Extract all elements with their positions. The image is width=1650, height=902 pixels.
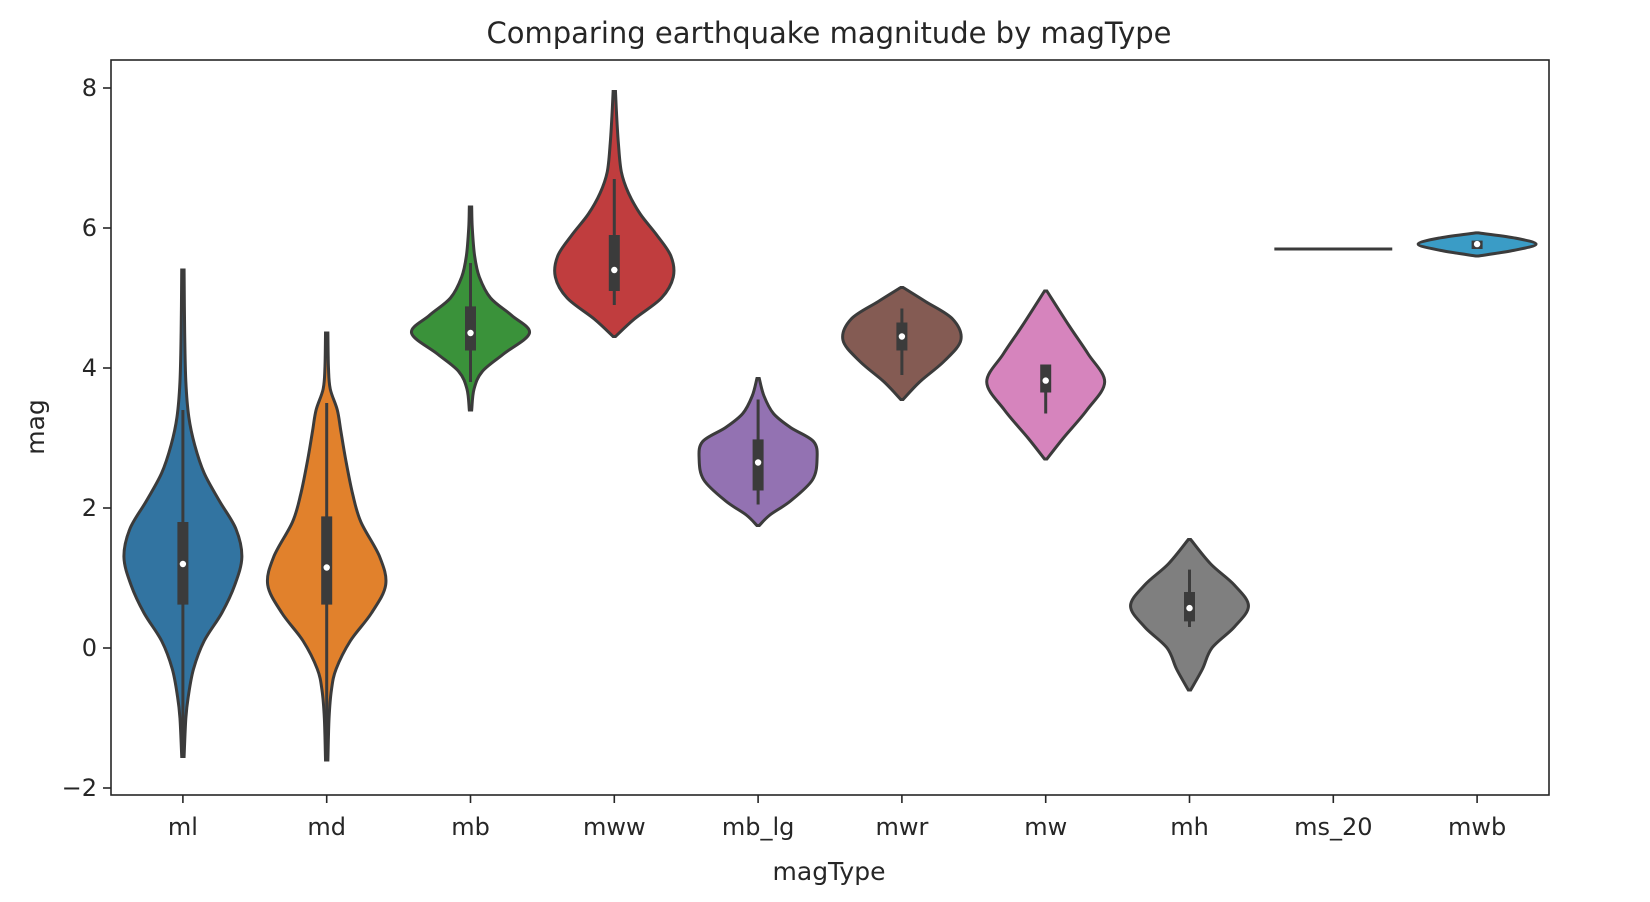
x-axis-label: magType bbox=[773, 857, 886, 886]
median-dot-mb bbox=[467, 329, 474, 337]
median-dot-mwr bbox=[898, 333, 906, 340]
y-tick-label: 8 bbox=[82, 74, 97, 102]
chart-title: Comparing earthquake magnitude by magTyp… bbox=[487, 16, 1172, 50]
violin-ml bbox=[122, 268, 244, 758]
median-dot-mw bbox=[1042, 377, 1049, 384]
y-axis: −2 0 2 4 6 8 bbox=[62, 74, 111, 802]
y-tick-label: −2 bbox=[62, 774, 97, 802]
x-tick-label-mwr: mwr bbox=[875, 813, 928, 841]
median-dot-ml bbox=[179, 560, 187, 568]
iqr-box-mb bbox=[465, 306, 476, 351]
median-dot-md bbox=[323, 564, 330, 571]
y-tick-label: 4 bbox=[82, 354, 97, 382]
violin-mwr bbox=[841, 286, 963, 401]
violin-mw bbox=[985, 289, 1107, 461]
violins-layer bbox=[122, 90, 1538, 762]
iqr-box-mww bbox=[608, 235, 620, 291]
x-tick-label-mb: mb bbox=[451, 813, 490, 841]
median-dot-mh bbox=[1186, 604, 1193, 612]
x-tick-label-ms_20: ms_20 bbox=[1294, 813, 1372, 841]
median-dot-mwb bbox=[1473, 240, 1481, 248]
violin-md bbox=[265, 331, 388, 762]
plot-frame bbox=[110, 59, 1550, 796]
iqr-box-md bbox=[321, 516, 333, 605]
violin-mb bbox=[410, 205, 531, 412]
x-tick-label-md: md bbox=[307, 813, 346, 841]
x-tick-label-mww: mww bbox=[583, 813, 646, 841]
median-dot-mww bbox=[611, 266, 618, 274]
x-tick-label-ml: ml bbox=[168, 813, 198, 841]
x-tick-label-mwb: mwb bbox=[1448, 813, 1506, 841]
y-tick-label: 2 bbox=[82, 494, 97, 522]
violin-mwb bbox=[1416, 231, 1538, 258]
x-axis: ml md mb mww mb_lg mwr mw mh ms_20 mwb bbox=[168, 795, 1506, 841]
median-dot-mb_lg bbox=[754, 459, 762, 466]
x-tick-label-mh: mh bbox=[1170, 813, 1209, 841]
y-tick-label: 0 bbox=[82, 634, 97, 662]
x-tick-label-mw: mw bbox=[1024, 813, 1067, 841]
x-tick-label-mb_lg: mb_lg bbox=[722, 813, 795, 841]
y-axis-label: mag bbox=[21, 399, 50, 455]
violin-mh bbox=[1129, 538, 1250, 692]
y-tick-label: 6 bbox=[82, 214, 97, 242]
violin-mww bbox=[553, 90, 676, 338]
violin-mb_lg bbox=[697, 377, 819, 527]
